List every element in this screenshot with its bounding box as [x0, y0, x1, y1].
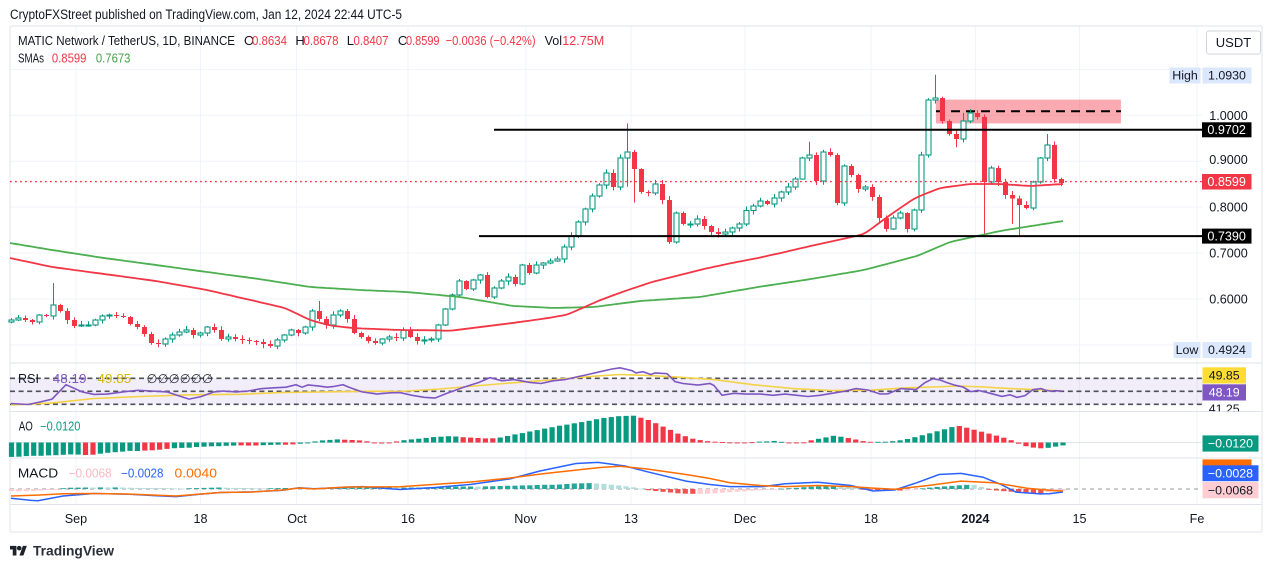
svg-text:0.4924: 0.4924: [1208, 343, 1246, 357]
svg-text:∅: ∅: [180, 372, 191, 386]
svg-text:12.75M: 12.75M: [562, 33, 604, 48]
svg-text:Fe: Fe: [1190, 512, 1205, 526]
svg-text:0.6000: 0.6000: [1209, 293, 1248, 307]
svg-text:RSI: RSI: [18, 372, 39, 386]
svg-text:0.8599: 0.8599: [52, 51, 87, 66]
svg-text:41.25: 41.25: [1209, 402, 1240, 416]
svg-text:∅: ∅: [158, 372, 169, 386]
svg-text:−0.0028: −0.0028: [1208, 466, 1253, 480]
svg-text:MACD: MACD: [18, 466, 58, 480]
svg-text:0.8000: 0.8000: [1209, 200, 1248, 214]
svg-text:18: 18: [193, 512, 207, 526]
svg-text:L: L: [347, 33, 354, 48]
svg-text:0.8407: 0.8407: [354, 33, 389, 48]
svg-text:∅: ∅: [147, 372, 158, 386]
svg-text:0.7000: 0.7000: [1209, 246, 1248, 260]
svg-text:16: 16: [401, 512, 415, 526]
svg-text:AO: AO: [19, 420, 33, 434]
svg-text:18: 18: [864, 512, 878, 526]
svg-text:15: 15: [1072, 512, 1086, 526]
svg-text:0.8634: 0.8634: [252, 33, 287, 48]
svg-text:49.85: 49.85: [98, 372, 132, 386]
svg-text:USDT: USDT: [1216, 35, 1251, 50]
svg-text:MATIC Network / TetherUS, 1D,: MATIC Network / TetherUS, 1D, BINANCE: [18, 33, 235, 48]
svg-text:Nov: Nov: [514, 512, 537, 526]
svg-text:0.8678: 0.8678: [304, 33, 339, 48]
svg-text:Oct: Oct: [287, 512, 307, 526]
svg-text:48.19: 48.19: [53, 372, 87, 386]
svg-text:H: H: [295, 33, 304, 48]
svg-text:0.8599: 0.8599: [406, 33, 440, 48]
svg-text:1.0930: 1.0930: [1208, 69, 1246, 83]
svg-text:O: O: [244, 33, 254, 48]
svg-text:TradingView: TradingView: [33, 544, 114, 559]
svg-text:∅: ∅: [169, 372, 180, 386]
svg-text:High: High: [1172, 69, 1198, 83]
svg-text:∅: ∅: [202, 372, 213, 386]
svg-text:SMAs: SMAs: [18, 51, 44, 66]
svg-text:−0.0068: −0.0068: [69, 466, 112, 480]
svg-text:Sep: Sep: [65, 512, 87, 526]
svg-text:0.7390: 0.7390: [1207, 230, 1246, 244]
svg-text:0.0040: 0.0040: [175, 466, 218, 480]
svg-text:∅: ∅: [191, 372, 202, 386]
svg-text:−0.0028: −0.0028: [121, 466, 163, 480]
svg-text:−0.0036 (−0.42%): −0.0036 (−0.42%): [446, 33, 536, 48]
svg-text:0.8599: 0.8599: [1207, 175, 1246, 189]
svg-text:CryptoFXStreet published on Tr: CryptoFXStreet published on TradingView.…: [10, 7, 402, 22]
svg-text:−0.0120: −0.0120: [40, 420, 80, 434]
svg-text:−0.0120: −0.0120: [1208, 437, 1253, 451]
svg-text:Dec: Dec: [734, 512, 756, 526]
svg-text:13: 13: [624, 512, 638, 526]
svg-text:1.0000: 1.0000: [1209, 109, 1248, 123]
svg-text:−0.0068: −0.0068: [1208, 483, 1253, 497]
svg-text:0.9000: 0.9000: [1209, 153, 1248, 167]
svg-text:48.19: 48.19: [1209, 386, 1240, 400]
svg-text:Vol: Vol: [545, 33, 563, 48]
svg-text:Low: Low: [1176, 343, 1199, 357]
svg-text:0.7673: 0.7673: [96, 51, 130, 66]
svg-text:2024: 2024: [961, 512, 989, 526]
svg-text:0.9702: 0.9702: [1207, 123, 1246, 137]
svg-text:C: C: [398, 33, 407, 48]
svg-text:49.85: 49.85: [1209, 369, 1240, 383]
